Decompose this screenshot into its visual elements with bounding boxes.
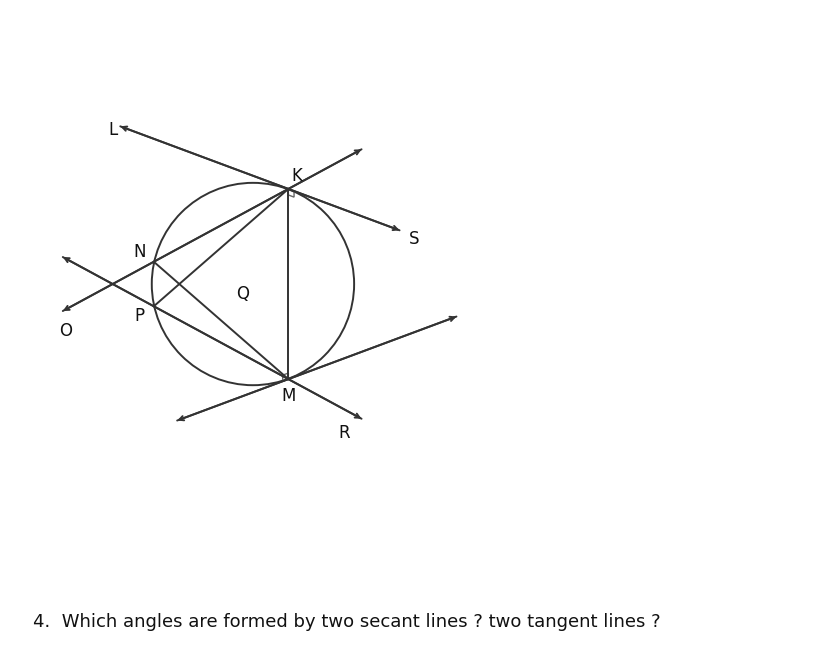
- Text: N: N: [134, 242, 146, 261]
- Text: Q: Q: [236, 285, 249, 303]
- Text: M: M: [281, 388, 295, 405]
- Text: L: L: [108, 122, 117, 139]
- Text: R: R: [338, 424, 350, 442]
- Text: P: P: [134, 307, 144, 325]
- Text: K: K: [291, 167, 302, 185]
- Text: S: S: [409, 231, 420, 248]
- Text: O: O: [59, 321, 72, 340]
- Text: 4.  Which angles are formed by two secant lines ? two tangent lines ?: 4. Which angles are formed by two secant…: [33, 613, 661, 631]
